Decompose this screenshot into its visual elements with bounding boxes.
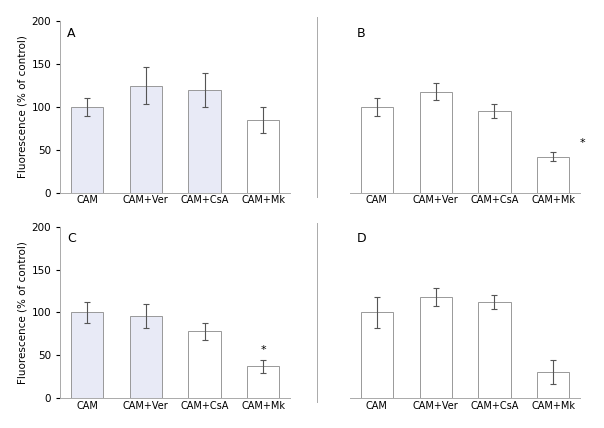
Bar (537, 372, 570, 398)
Bar (247, 366, 280, 398)
Bar (478, 111, 510, 193)
Bar (537, 157, 570, 193)
Bar (420, 92, 452, 193)
Bar (130, 86, 162, 193)
Bar (71, 312, 103, 398)
Bar (478, 302, 510, 398)
Bar (188, 331, 220, 398)
Bar (71, 107, 103, 193)
Bar (188, 90, 220, 193)
Text: B: B (357, 27, 366, 39)
Bar (361, 107, 393, 193)
Bar (247, 120, 280, 193)
Text: *: * (260, 345, 266, 355)
Text: *: * (580, 138, 585, 148)
Text: D: D (357, 232, 367, 245)
Y-axis label: Fluorescence (% of control): Fluorescence (% of control) (18, 36, 27, 178)
Text: A: A (67, 27, 76, 39)
Bar (361, 312, 393, 398)
Bar (420, 297, 452, 398)
Y-axis label: Fluorescence (% of control): Fluorescence (% of control) (18, 241, 27, 384)
Text: C: C (67, 232, 76, 245)
Bar (130, 316, 162, 398)
